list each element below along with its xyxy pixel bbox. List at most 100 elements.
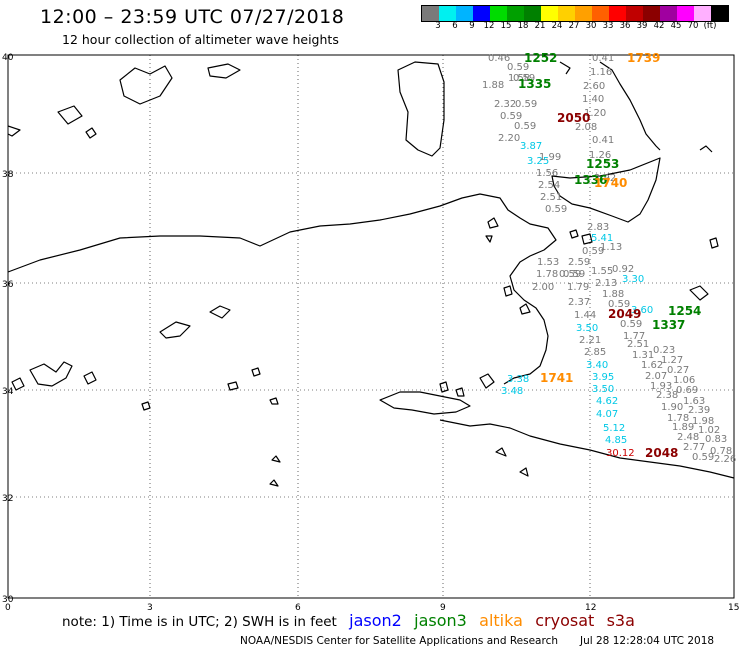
swh-value: 2.51	[540, 192, 562, 203]
swh-value: 0.23	[653, 345, 675, 356]
swh-value: 0.59	[500, 111, 522, 122]
coastlines	[7, 61, 735, 487]
swh-value: 5.12	[603, 423, 625, 434]
swh-value: 4.85	[605, 435, 627, 446]
swh-value: 3.30	[622, 274, 644, 285]
swh-value: 2.77	[683, 442, 705, 453]
swh-value: 1.90	[661, 402, 683, 413]
color-scale-label: 12	[483, 21, 495, 31]
legend-jason3: jason3	[414, 611, 467, 630]
color-scale-label: 24	[551, 21, 563, 31]
swh-value: 3.38	[507, 374, 529, 385]
swh-value: 0.59	[563, 269, 585, 280]
swh-value: 2.26	[714, 454, 736, 465]
x-tick: 9	[440, 603, 446, 613]
swh-value: 0.92	[612, 264, 634, 275]
swh-value: 1.62	[641, 360, 663, 371]
swh-value: 2.37	[568, 297, 590, 308]
pass-time-label: 1254	[668, 304, 701, 318]
swh-value: 3.60	[631, 305, 653, 316]
axis-ticks: 0 3 6 9 12 15 40 38 36 34 32 30	[2, 53, 739, 613]
swh-value: 2.60	[583, 81, 605, 92]
color-swatch	[507, 6, 524, 21]
swh-value: 1.13	[600, 242, 622, 253]
swh-value: 1.06	[673, 375, 695, 386]
swh-value: 0.41	[592, 53, 614, 64]
color-scale-label: 70	[687, 21, 699, 31]
pass-time-label: 1741	[540, 371, 573, 385]
pass-time-label: 1740	[594, 176, 627, 190]
y-tick: 32	[2, 494, 13, 504]
swh-value: 1.63	[683, 396, 705, 407]
y-tick: 38	[2, 170, 14, 180]
swh-value: 0.41	[592, 135, 614, 146]
swh-value: 1.02	[698, 425, 720, 436]
color-swatch	[592, 6, 609, 21]
legend-cryosat: cryosat	[535, 611, 595, 630]
color-scale-label: (ft)	[703, 21, 717, 31]
color-scale-label: 21	[534, 21, 546, 31]
color-scale-label: 30	[585, 21, 597, 31]
color-swatch	[456, 6, 473, 21]
color-swatch	[626, 6, 643, 21]
color-scale-label: 9	[469, 21, 475, 31]
swh-value: 3.40	[586, 360, 608, 371]
swh-value: 1.89	[672, 422, 694, 433]
color-swatch	[422, 6, 439, 21]
pass-time-label: 2049	[608, 307, 641, 321]
swh-value: 1.93	[650, 381, 672, 392]
swh-value: 0.59	[514, 121, 536, 132]
color-scale-label: 18	[517, 21, 529, 31]
swh-value: 2.32	[494, 99, 516, 110]
swh-value: 1.40	[582, 94, 604, 105]
x-tick: 15	[728, 603, 739, 613]
swh-value: 5.41	[591, 233, 613, 244]
swh-value: 4.62	[596, 396, 618, 407]
color-scale-label: 33	[602, 21, 614, 31]
swh-value: 1.78	[536, 269, 558, 280]
swh-value: 0.59	[608, 299, 630, 310]
swh-value: 2.07	[645, 371, 667, 382]
color-swatch	[473, 6, 490, 21]
color-swatch	[660, 6, 677, 21]
legend-s3a: s3a	[606, 611, 635, 630]
pass-time-label: 2048	[645, 446, 678, 460]
swh-value: 1.99	[539, 152, 561, 163]
x-tick: 3	[147, 603, 153, 613]
swh-value: 30.12	[606, 448, 635, 459]
swh-value: 2.39	[688, 405, 710, 416]
color-scale-label: 39	[636, 21, 648, 31]
swh-value: 0.59	[545, 204, 567, 215]
y-tick: 30	[2, 595, 14, 605]
swh-value: 3.50	[592, 384, 614, 395]
color-scale-label: 42	[653, 21, 665, 31]
swh-value: 1.55	[591, 266, 613, 277]
swh-value: 0.59	[620, 319, 642, 330]
swh-value: 3.48	[501, 386, 523, 397]
swh-value: 0.46	[488, 53, 510, 64]
swh-value: 2.48	[677, 432, 699, 443]
swh-value: 1.56	[536, 168, 558, 179]
swh-labels: 0.460.591.581.880.592.320.590.590.592.20…	[482, 53, 736, 465]
pass-time-label: 1336	[574, 173, 607, 187]
swh-value: 1.31	[632, 350, 654, 361]
color-scale-label: 6	[452, 21, 458, 31]
note-text: note: 1) Time is in UTC; 2) SWH is in fe…	[62, 614, 337, 630]
swh-value: 1.58	[508, 73, 530, 84]
color-swatch	[643, 6, 660, 21]
swh-value: 1.44	[574, 310, 596, 321]
legend-row: note: 1) Time is in UTC; 2) SWH is in fe…	[62, 611, 635, 630]
color-swatch	[490, 6, 507, 21]
swh-value: 1.98	[692, 416, 714, 427]
swh-value: 0.59	[692, 452, 714, 463]
pass-time-label: 1337	[652, 318, 685, 332]
footer-credit: NOAA/NESDIS Center for Satellite Applica…	[240, 635, 558, 647]
color-swatch	[609, 6, 626, 21]
swh-value: 0.27	[667, 365, 689, 376]
color-scale-label: 15	[500, 21, 512, 31]
swh-value: 2.83	[587, 222, 609, 233]
color-swatch	[524, 6, 541, 21]
swh-value: 0.78	[710, 446, 732, 457]
